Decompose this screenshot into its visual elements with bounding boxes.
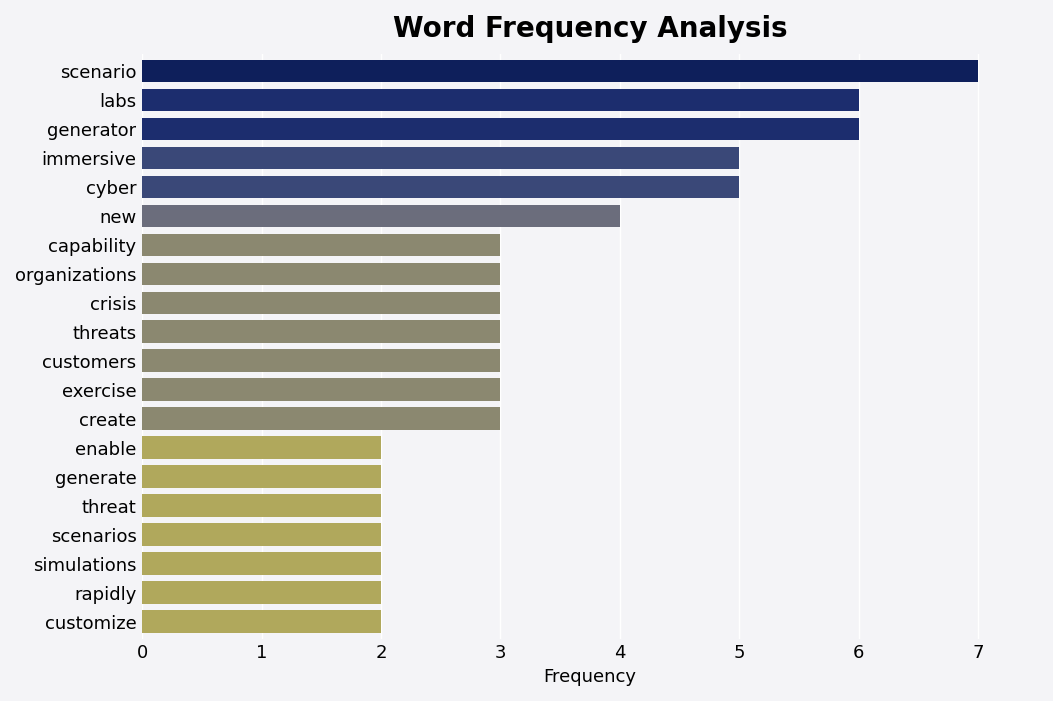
Bar xyxy=(142,176,739,198)
Bar xyxy=(142,89,859,111)
Bar xyxy=(142,263,500,285)
Bar xyxy=(142,205,620,227)
Bar xyxy=(142,350,500,372)
Bar xyxy=(142,437,381,459)
Bar xyxy=(142,147,739,169)
Title: Word Frequency Analysis: Word Frequency Analysis xyxy=(393,15,788,43)
Bar xyxy=(142,523,381,546)
Bar xyxy=(142,552,381,575)
Bar xyxy=(142,610,381,633)
Bar xyxy=(142,465,381,488)
Bar xyxy=(142,292,500,314)
Bar xyxy=(142,320,500,343)
Bar xyxy=(142,118,859,140)
Bar xyxy=(142,60,978,82)
Bar xyxy=(142,581,381,604)
Bar xyxy=(142,494,381,517)
Bar xyxy=(142,233,500,256)
X-axis label: Frequency: Frequency xyxy=(543,668,636,686)
Bar xyxy=(142,407,500,430)
Bar xyxy=(142,379,500,401)
